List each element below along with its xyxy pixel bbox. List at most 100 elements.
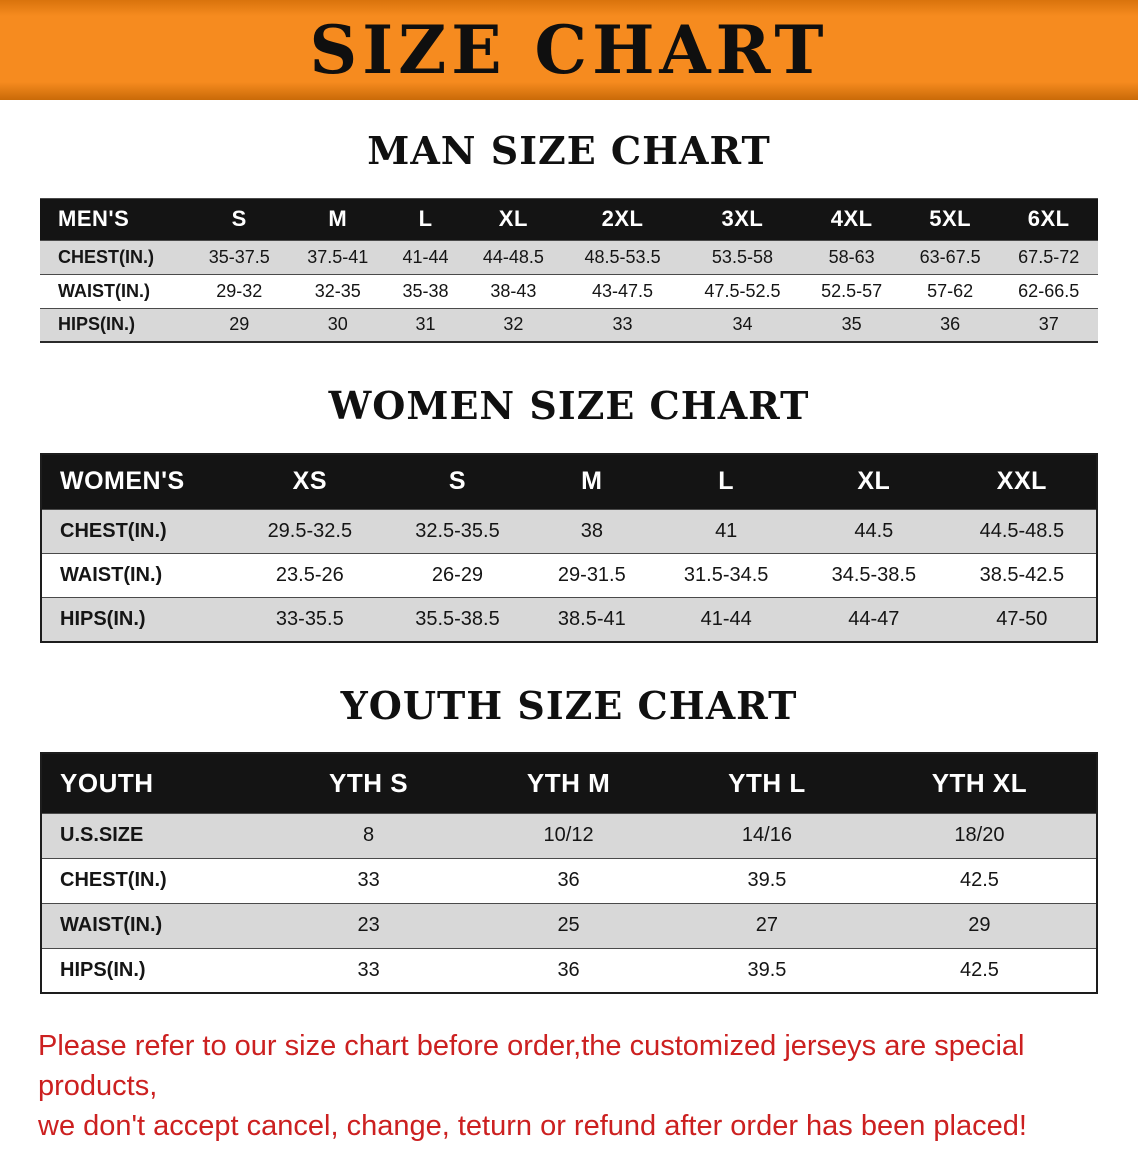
disclaimer: Please refer to our size chart before or… — [0, 1026, 1138, 1160]
size-value: 27 — [670, 903, 863, 949]
size-value: 43-47.5 — [562, 274, 683, 309]
size-column-header: L — [652, 453, 801, 510]
size-value: 38-43 — [464, 274, 563, 309]
size-chart-banner: SIZE CHART — [0, 0, 1138, 100]
size-value: 18/20 — [862, 813, 1097, 859]
size-value: 44.5-48.5 — [947, 509, 1097, 554]
size-value: 32.5-35.5 — [383, 509, 532, 554]
table-row: CHEST(IN.) 33 36 39.5 42.5 — [41, 858, 1097, 904]
row-label: WAIST(IN.) — [41, 553, 236, 598]
size-value: 32 — [464, 308, 563, 343]
table-row: HIPS(IN.) 33-35.5 35.5-38.5 38.5-41 41-44 44-… — [41, 597, 1097, 642]
size-column-header: YTH M — [466, 753, 671, 814]
table-header-row: WOMEN'S XS S M L XL XXL — [41, 453, 1097, 510]
size-value: 58-63 — [802, 240, 901, 275]
size-value: 53.5-58 — [682, 240, 803, 275]
size-value: 41-44 — [652, 597, 801, 642]
size-column-header: 5XL — [900, 198, 1000, 241]
table-row: WAIST(IN.) 29-32 32-35 35-38 38-43 43-47.5 47.… — [40, 274, 1098, 309]
table-row: HIPS(IN.) 33 36 39.5 42.5 — [41, 948, 1097, 994]
table-category-label: MEN'S — [40, 198, 190, 241]
size-value: 30 — [288, 308, 387, 343]
size-value: 23.5-26 — [236, 553, 384, 598]
row-label: CHEST(IN.) — [40, 240, 190, 275]
size-column-header: M — [288, 198, 387, 241]
size-value: 29 — [862, 903, 1097, 949]
size-column-header: S — [190, 198, 289, 241]
size-value: 35-37.5 — [190, 240, 289, 275]
size-column-header: 4XL — [802, 198, 901, 241]
table-header-row: MEN'S S M L XL 2XL 3XL 4XL 5XL 6XL — [40, 198, 1098, 241]
size-column-header: YTH L — [670, 753, 863, 814]
size-value: 38.5-42.5 — [947, 553, 1097, 598]
size-value: 47.5-52.5 — [682, 274, 803, 309]
womens-size-table: WOMEN'S XS S M L XL XXL CHEST(IN.) 29.5-32.5 32.5… — [40, 452, 1098, 643]
size-value: 33 — [271, 858, 467, 904]
size-value: 33 — [562, 308, 683, 343]
size-column-header: XXL — [947, 453, 1097, 510]
size-value: 33-35.5 — [236, 597, 384, 642]
size-value: 29.5-32.5 — [236, 509, 384, 554]
size-value: 67.5-72 — [999, 240, 1098, 275]
row-label: WAIST(IN.) — [41, 903, 271, 949]
size-value: 52.5-57 — [802, 274, 901, 309]
row-label: CHEST(IN.) — [41, 509, 236, 554]
table-row: U.S.SIZE 8 10/12 14/16 18/20 — [41, 813, 1097, 859]
row-label: HIPS(IN.) — [40, 308, 190, 343]
size-value: 14/16 — [670, 813, 863, 859]
size-value: 34.5-38.5 — [800, 553, 948, 598]
size-value: 39.5 — [670, 858, 863, 904]
youth-section: YOUTH SIZE CHART YOUTH YTH S YTH M YTH L YTH… — [0, 683, 1138, 995]
size-value: 29-31.5 — [531, 553, 653, 598]
row-label: U.S.SIZE — [41, 813, 271, 859]
mens-size-table: MEN'S S M L XL 2XL 3XL 4XL 5XL 6XL CHEST(IN.) 35-37… — [40, 198, 1098, 344]
size-value: 39.5 — [670, 948, 863, 994]
size-value: 33 — [271, 948, 467, 994]
size-value: 48.5-53.5 — [562, 240, 683, 275]
size-column-header: YTH S — [271, 753, 467, 814]
row-label: HIPS(IN.) — [41, 948, 271, 994]
size-column-header: YTH XL — [862, 753, 1097, 814]
size-value: 57-62 — [900, 274, 1000, 309]
row-label: HIPS(IN.) — [41, 597, 236, 642]
size-value: 31 — [387, 308, 465, 343]
size-value: 36 — [466, 858, 671, 904]
banner-title: SIZE CHART — [309, 11, 829, 89]
size-value: 41-44 — [387, 240, 465, 275]
size-value: 35.5-38.5 — [383, 597, 532, 642]
disclaimer-line-2: we don't accept cancel, change, teturn o… — [38, 1110, 1027, 1143]
size-value: 23 — [271, 903, 467, 949]
table-row: WAIST(IN.) 23.5-26 26-29 29-31.5 31.5-34.5 34… — [41, 553, 1097, 598]
size-value: 42.5 — [862, 948, 1097, 994]
youth-section-heading: YOUTH SIZE CHART — [340, 682, 798, 728]
size-value: 29-32 — [190, 274, 289, 309]
size-column-header: XL — [800, 453, 948, 510]
size-value: 25 — [466, 903, 671, 949]
size-value: 42.5 — [862, 858, 1097, 904]
size-value: 35-38 — [387, 274, 465, 309]
table-row: HIPS(IN.) 29 30 31 32 33 34 35 36 37 — [40, 308, 1098, 343]
youth-size-table: YOUTH YTH S YTH M YTH L YTH XL U.S.SIZE 8 10/12… — [40, 752, 1098, 995]
table-row: CHEST(IN.) 29.5-32.5 32.5-35.5 38 41 44.5 44.5… — [41, 509, 1097, 554]
size-value: 44.5 — [800, 509, 948, 554]
size-column-header: L — [387, 198, 465, 241]
size-value: 62-66.5 — [999, 274, 1098, 309]
size-value: 32-35 — [288, 274, 387, 309]
size-value: 26-29 — [383, 553, 532, 598]
size-column-header: S — [383, 453, 532, 510]
disclaimer-line-1: Please refer to our size chart before or… — [38, 1030, 1025, 1103]
size-value: 38 — [531, 509, 653, 554]
size-value: 37.5-41 — [288, 240, 387, 275]
table-row: WAIST(IN.) 23 25 27 29 — [41, 903, 1097, 949]
size-value: 44-47 — [800, 597, 948, 642]
size-value: 41 — [652, 509, 801, 554]
size-value: 44-48.5 — [464, 240, 563, 275]
size-value: 37 — [999, 308, 1098, 343]
row-label: CHEST(IN.) — [41, 858, 271, 904]
mens-section: MAN SIZE CHART MEN'S S M L XL 2XL 3XL 4XL 5XL 6XL… — [0, 128, 1138, 344]
size-column-header: 3XL — [682, 198, 803, 241]
size-column-header: 2XL — [562, 198, 683, 241]
table-row: CHEST(IN.) 35-37.5 37.5-41 41-44 44-48.5 48.5… — [40, 240, 1098, 275]
size-value: 38.5-41 — [531, 597, 653, 642]
size-column-header: XS — [236, 453, 384, 510]
